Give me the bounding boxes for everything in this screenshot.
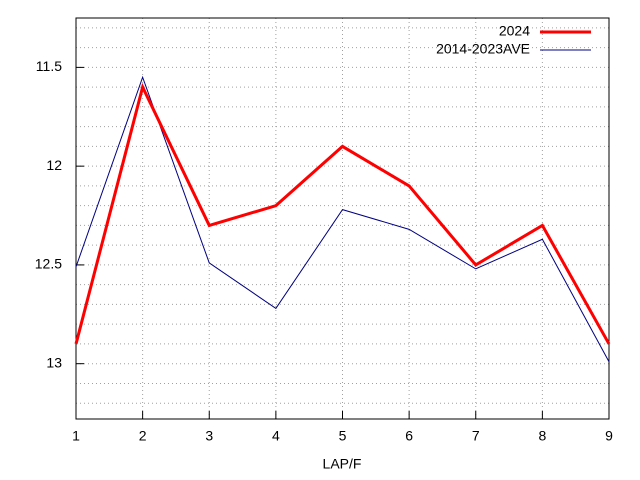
x-tick-label: 6 (405, 428, 413, 444)
x-tick-label: 7 (472, 428, 480, 444)
legend-label: 2014-2023AVE (436, 41, 530, 57)
y-tick-label: 11.5 (36, 58, 62, 74)
y-tick-label: 12 (46, 157, 62, 173)
x-axis-label: LAP/F (323, 456, 362, 472)
x-tick-label: 9 (605, 428, 613, 444)
x-tick-label: 4 (272, 428, 280, 444)
y-tick-label: 12.5 (35, 256, 62, 272)
series-line (74, 82, 611, 345)
x-tick-label: 5 (339, 428, 347, 444)
x-tick-label: 3 (205, 428, 213, 444)
x-tick-label: 2 (139, 428, 147, 444)
x-tick-label: 1 (72, 428, 80, 444)
legend-label: 2024 (499, 23, 530, 39)
plot-frame (75, 17, 610, 420)
y-tick-label: 13 (46, 354, 62, 370)
x-tick-label: 8 (538, 428, 546, 444)
series-line (75, 75, 610, 362)
